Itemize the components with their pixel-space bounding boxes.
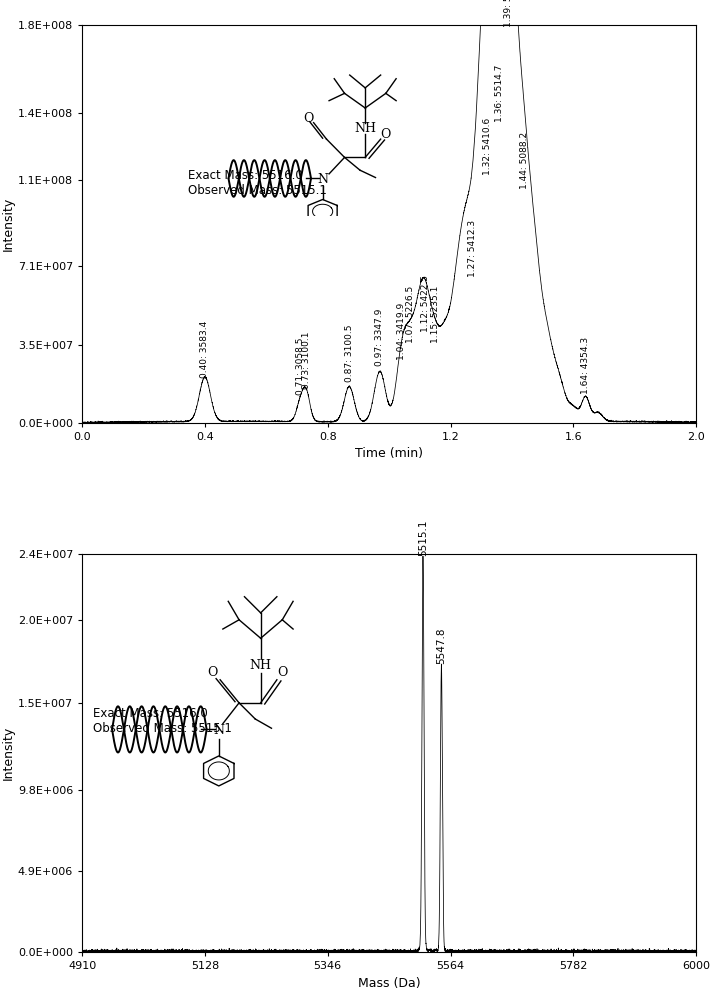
- Text: Exact Mass: 5516.0
Observed Mass: 5515.1: Exact Mass: 5516.0 Observed Mass: 5515.1: [188, 169, 327, 197]
- Text: 1.12: 5422.5: 1.12: 5422.5: [421, 275, 431, 332]
- Text: 1.15: 5235.1: 1.15: 5235.1: [431, 286, 440, 343]
- Text: Exact Mass: 5516.0
Observed Mass: 5515.1: Exact Mass: 5516.0 Observed Mass: 5515.1: [94, 707, 232, 735]
- Text: 1.27: 5412.3: 1.27: 5412.3: [468, 220, 476, 277]
- Text: 1.04: 3419.9: 1.04: 3419.9: [397, 303, 406, 360]
- Text: 1.39: 5515.1: 1.39: 5515.1: [504, 0, 513, 27]
- Text: 1.44: 5088.2: 1.44: 5088.2: [520, 131, 529, 189]
- Text: 5547.8: 5547.8: [436, 627, 446, 664]
- Text: 5515.1: 5515.1: [418, 519, 428, 556]
- X-axis label: Time (min): Time (min): [355, 447, 423, 460]
- Text: 1.36: 5514.7: 1.36: 5514.7: [495, 65, 504, 122]
- Text: 0.71: 3058.5: 0.71: 3058.5: [296, 338, 305, 395]
- Y-axis label: Intensity: Intensity: [2, 726, 15, 780]
- X-axis label: Mass (Da): Mass (Da): [358, 977, 421, 990]
- Y-axis label: Intensity: Intensity: [2, 197, 15, 251]
- Text: 0.97: 3347.9: 0.97: 3347.9: [376, 309, 384, 366]
- Text: 1.07: 5226.5: 1.07: 5226.5: [406, 286, 415, 343]
- Text: 0.40: 3583.4: 0.40: 3583.4: [201, 320, 209, 378]
- Text: 1.32: 5410.6: 1.32: 5410.6: [483, 118, 492, 175]
- Text: 0.87: 3100.5: 0.87: 3100.5: [345, 324, 353, 382]
- Text: 1.64: 4354.3: 1.64: 4354.3: [581, 337, 590, 394]
- Text: 0.73: 3100.1: 0.73: 3100.1: [302, 331, 311, 389]
